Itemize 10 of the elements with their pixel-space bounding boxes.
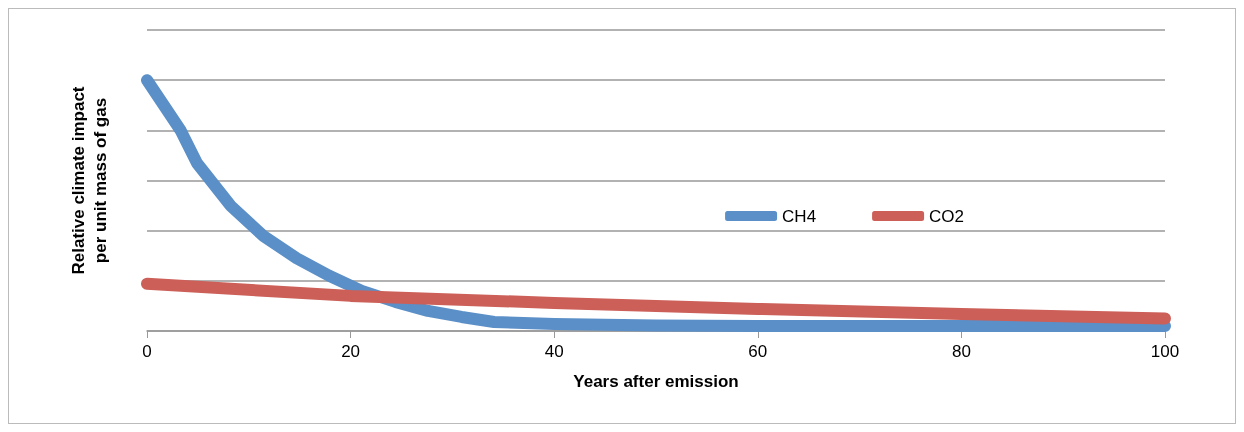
legend-label: CH4 (782, 206, 817, 226)
x-axis-title: Years after emission (573, 372, 739, 391)
x-tick-label: 20 (341, 342, 361, 361)
legend-label: CO2 (929, 206, 965, 226)
x-tick-label: 100 (1150, 342, 1180, 361)
x-tick-label: 60 (748, 342, 768, 361)
x-tick-label: 80 (951, 342, 971, 361)
y-axis-title: Relative climate impact per unit mass of gas (68, 86, 110, 275)
x-tick-label: 0 (142, 342, 152, 361)
x-tick-label: 40 (544, 342, 564, 361)
